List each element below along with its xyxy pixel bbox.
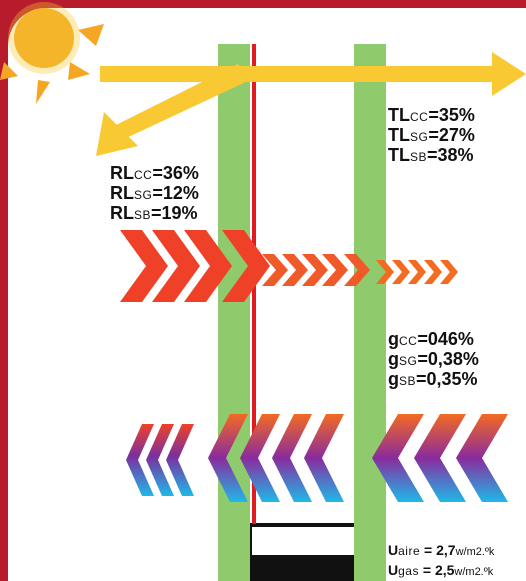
label-sub: SB [410, 150, 428, 164]
transmission-label-cc: TLCC=35% [388, 106, 475, 127]
label-sub: gas [398, 564, 419, 578]
label-main: U [388, 542, 399, 558]
cold-chevrons-icon [126, 414, 508, 502]
reflection-label-sb: RLSB=19% [110, 204, 198, 225]
solar-factor-label-sb: gSB=0,35% [388, 370, 478, 391]
label-sub: SB [134, 208, 152, 222]
label-unit: w/m2.ºk [455, 546, 495, 558]
glass-pane-right [354, 44, 386, 581]
label-value: = 2,5 [418, 562, 455, 578]
spacer-profile [250, 523, 354, 581]
u-value-label-gas: Ugas = 2,5w/m2.ºk [388, 562, 493, 580]
sun-icon [0, 2, 104, 104]
label-value: =27% [428, 125, 475, 145]
label-main: RL [110, 163, 134, 183]
label-sub: CC [399, 334, 418, 348]
reflection-label-cc: RLCC=36% [110, 164, 199, 185]
reflection-label-sg: RLSG=12% [110, 184, 199, 205]
label-main: RL [110, 183, 134, 203]
label-main: TL [388, 105, 410, 125]
label-value: = 2,7 [420, 542, 456, 558]
label-main: g [388, 369, 399, 389]
label-sub: aire [398, 544, 421, 558]
label-unit: w/m2.ºk [454, 566, 494, 578]
heat-chevrons-icon [120, 230, 458, 302]
label-sub: SB [399, 374, 417, 388]
label-value: =0,35% [416, 369, 478, 389]
label-sub: CC [410, 110, 429, 124]
transmission-label-sg: TLSG=27% [388, 126, 475, 147]
label-value: =36% [152, 163, 199, 183]
label-sub: SG [134, 188, 153, 202]
label-main: RL [110, 203, 134, 223]
label-main: g [388, 349, 399, 369]
label-main: U [388, 562, 399, 578]
u-value-label-air: Uaire = 2,7w/m2.ºk [388, 542, 494, 560]
label-value: =12% [152, 183, 199, 203]
label-main: g [388, 329, 399, 349]
label-main: TL [388, 125, 410, 145]
label-sub: CC [134, 168, 153, 182]
label-value: =046% [417, 329, 474, 349]
label-sub: SG [399, 354, 418, 368]
solar-factor-label-sg: gSG=0,38% [388, 350, 479, 371]
label-value: =0,38% [417, 349, 479, 369]
label-value: =19% [151, 203, 198, 223]
label-sub: SG [410, 130, 429, 144]
solar-factor-label-cc: gCC=046% [388, 330, 474, 351]
transmission-label-sb: TLSB=38% [388, 146, 474, 167]
label-value: =35% [428, 105, 475, 125]
label-value: =38% [427, 145, 474, 165]
label-main: TL [388, 145, 410, 165]
light-arrow-icon [96, 52, 526, 156]
